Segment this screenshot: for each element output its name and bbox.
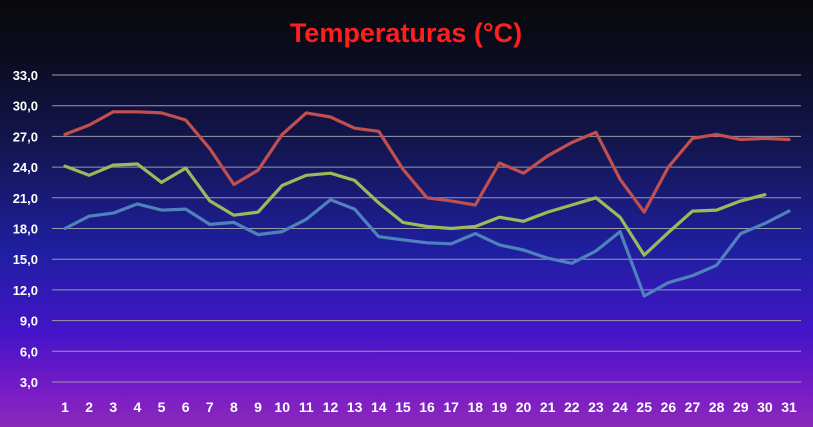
y-tick-label: 9,0 (20, 314, 38, 329)
y-tick-label: 21,0 (13, 191, 38, 206)
x-tick-label: 12 (323, 399, 339, 415)
x-tick-label: 1 (61, 399, 69, 415)
x-tick-label: 30 (757, 399, 773, 415)
y-tick-label: 6,0 (20, 344, 38, 359)
x-tick-label: 29 (733, 399, 749, 415)
y-tick-label: 27,0 (13, 129, 38, 144)
x-tick-label: 25 (636, 399, 652, 415)
y-tick-label: 30,0 (13, 99, 38, 114)
x-tick-label: 24 (612, 399, 628, 415)
x-tick-label: 22 (564, 399, 580, 415)
x-tick-label: 9 (254, 399, 262, 415)
y-tick-label: 15,0 (13, 252, 38, 267)
x-tick-label: 23 (588, 399, 604, 415)
y-tick-label: 24,0 (13, 160, 38, 175)
x-tick-label: 16 (419, 399, 435, 415)
x-tick-label: 2 (85, 399, 93, 415)
grid-layer (52, 74, 801, 383)
x-tick-label: 6 (182, 399, 190, 415)
x-tick-label: 20 (516, 399, 532, 415)
x-tick-label: 3 (109, 399, 117, 415)
chart-title: Temperaturas (°C) (290, 18, 522, 48)
x-tick-label: 15 (395, 399, 411, 415)
x-tick-label: 10 (274, 399, 290, 415)
x-tick-label: 14 (371, 399, 387, 415)
x-tick-label: 18 (467, 399, 483, 415)
x-tick-label: 26 (661, 399, 677, 415)
x-tick-label: 28 (709, 399, 725, 415)
series-line-3 (63, 198, 791, 298)
series-layer (63, 110, 791, 298)
y-tick-label: 33,0 (13, 68, 38, 83)
x-tick-label: 13 (347, 399, 363, 415)
x-axis-tick-labels: 1 2 3 4 5 6 7 8 9 10 11 12 13 14 15 16 17 18 19 20 21 22 23 24 2… (61, 399, 797, 415)
x-tick-label: 11 (299, 399, 314, 415)
x-tick-label: 8 (230, 399, 238, 415)
x-tick-label: 5 (158, 399, 166, 415)
y-tick-label: 3,0 (20, 375, 38, 390)
y-tick-label: 12,0 (13, 283, 38, 298)
series-line-1 (63, 110, 791, 214)
x-tick-label: 17 (443, 399, 459, 415)
y-axis-tick-labels: 3,0 6,0 9,0 12,0 15,0 18,0 21,0 24,0 27,0 30,0 33,… (13, 68, 38, 390)
x-tick-label: 7 (206, 399, 214, 415)
series-line-2 (63, 162, 767, 257)
x-tick-label: 4 (134, 399, 142, 415)
x-tick-label: 27 (685, 399, 701, 415)
x-tick-label: 21 (540, 399, 556, 415)
x-tick-label: 31 (781, 399, 797, 415)
x-tick-label: 19 (492, 399, 508, 415)
y-tick-label: 18,0 (13, 222, 38, 237)
